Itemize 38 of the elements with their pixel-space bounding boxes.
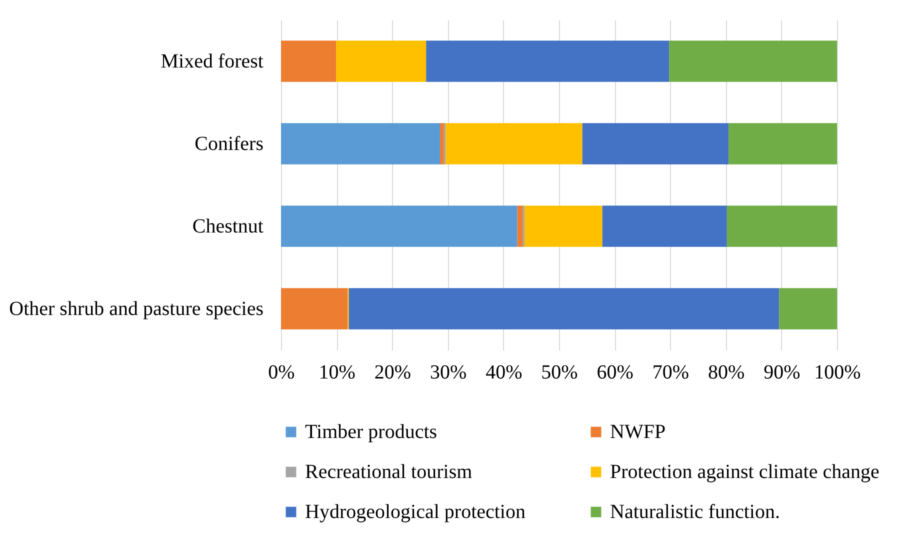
x-tick-label: 30% <box>430 362 467 384</box>
legend-label: Protection against climate change <box>610 461 880 483</box>
y-tick-label: Mixed forest <box>160 50 264 72</box>
y-tick-label: Other shrub and pasture species <box>9 298 264 320</box>
legend-label: NWFP <box>610 421 666 443</box>
y-tick-label: Chestnut <box>192 215 264 238</box>
x-tick-label: 10% <box>318 362 356 384</box>
y-tick-label: Conifers <box>194 132 264 155</box>
bar <box>446 123 582 164</box>
bar <box>281 40 336 82</box>
bar <box>726 206 837 247</box>
legend-label: Naturalistic function. <box>610 501 780 523</box>
legend-label: Timber products <box>305 421 438 443</box>
bar <box>517 206 523 247</box>
bar <box>669 40 837 82</box>
x-tick-label: 80% <box>708 362 745 384</box>
legend-label: Hydrogeological protection <box>305 501 526 523</box>
x-tick-label: 40% <box>486 362 522 384</box>
x-tick-label: 50% <box>541 362 578 384</box>
bar <box>336 40 426 82</box>
bar <box>348 288 780 330</box>
legend-label: Recreational tourism <box>305 461 473 483</box>
x-tick-label: 60% <box>596 362 634 384</box>
bar <box>582 123 729 164</box>
bar <box>281 288 348 330</box>
bar <box>728 123 837 164</box>
bar <box>440 123 444 164</box>
x-tick-label: 20% <box>374 362 412 384</box>
bar <box>281 123 440 164</box>
bar <box>524 206 602 247</box>
bar <box>779 288 837 330</box>
bar <box>281 206 518 247</box>
bar <box>426 40 670 82</box>
x-tick-label: 0% <box>268 362 295 384</box>
x-tick-label: 70% <box>652 362 690 384</box>
x-tick-label: 90% <box>764 362 800 384</box>
x-tick-label: 100% <box>814 362 861 384</box>
bar <box>602 206 727 247</box>
